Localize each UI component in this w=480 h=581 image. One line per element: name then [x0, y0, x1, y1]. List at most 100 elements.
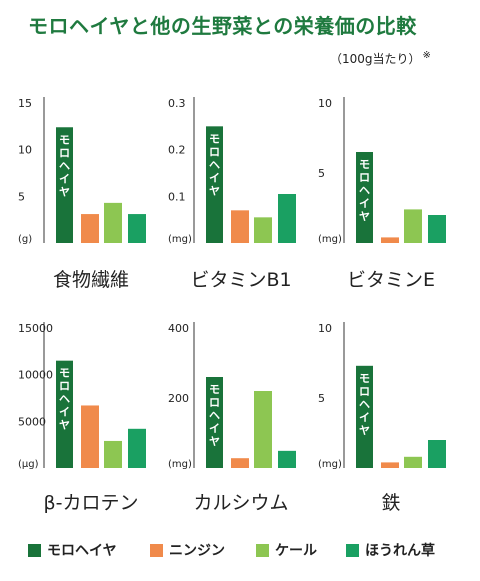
legend-item-kale: ケール — [256, 540, 317, 560]
bar-label-char: ロ — [59, 146, 70, 159]
unit-label: (g) — [18, 234, 32, 245]
bar-moroheiya — [206, 377, 223, 468]
bar-label-char: ヘ — [59, 159, 70, 172]
unit-label: (mg) — [168, 459, 192, 470]
bar-kale — [404, 456, 422, 468]
bar-chart-3: 10 5 (mg) モロヘイヤ — [318, 97, 446, 245]
chart-title-5: カルシウム — [193, 492, 289, 514]
bar-ninjin — [231, 458, 249, 468]
bar-ninjin — [81, 405, 99, 468]
bar-ninjin — [381, 462, 399, 468]
bar-moroheiya — [206, 126, 223, 243]
chart-title-3: ビタミンE — [346, 269, 435, 291]
bar-label-char: イ — [359, 411, 370, 424]
y-tick-label: 5000 — [18, 415, 46, 428]
legend-label-ninjin: ニンジン — [169, 543, 225, 559]
note-mark: ※ — [422, 50, 431, 61]
y-tick-label: 10 — [318, 97, 332, 110]
bar-label-char: ヘ — [359, 398, 370, 411]
bar-moroheiya — [356, 152, 373, 243]
bar-ninjin — [81, 214, 99, 243]
legend-item-moroheiya: モロヘイヤ — [28, 540, 117, 560]
y-tick-label: 200 — [168, 392, 189, 405]
bar-chart-4: 15000 10000 5000 (μg) モロヘイヤ — [18, 322, 146, 470]
bar-kale — [104, 440, 122, 468]
chart-title-6: 鉄 — [381, 492, 401, 514]
bar-label-char: モ — [59, 133, 70, 146]
chart-title-1: 食物繊維 — [52, 269, 129, 291]
bar-chart-2: 0.3 0.2 0.1 (mg) モロヘイヤ — [168, 97, 296, 245]
page-title: モロヘイヤと他の生野菜との栄養価の比較 — [28, 14, 417, 38]
bar-label-char: ヤ — [59, 185, 70, 198]
y-tick-label: 15000 — [18, 322, 53, 335]
y-tick-label: 0.3 — [168, 97, 186, 110]
bar-horenso — [128, 428, 146, 468]
bar-chart-5: 400 200 (mg) モロヘイヤ — [168, 322, 296, 470]
y-tick-label: 15 — [18, 97, 32, 110]
legend-label-moroheiya: モロヘイヤ — [47, 543, 117, 559]
bar-label-char: イ — [359, 197, 370, 210]
bar-label-char: ロ — [209, 396, 220, 409]
legend-swatch-kale — [256, 543, 269, 557]
bar-kale — [404, 209, 422, 243]
legend-item-horenso: ほうれん草 — [346, 540, 435, 560]
bar-moroheiya — [56, 360, 73, 468]
bar-label-char: ヤ — [359, 210, 370, 223]
y-tick-label: 0.1 — [168, 190, 186, 203]
per-100g-note: （100g当たり） ※ — [330, 50, 431, 67]
bar-horenso — [278, 194, 296, 243]
unit-label: (μg) — [18, 459, 39, 470]
bar-label-char: ヤ — [359, 424, 370, 437]
bar-label-char: ロ — [359, 171, 370, 184]
bar-ninjin — [231, 210, 249, 243]
bar-label-char: モ — [359, 372, 370, 385]
y-tick-label: 5 — [318, 392, 325, 405]
legend-label-horenso: ほうれん草 — [365, 543, 435, 559]
legend-label-kale: ケール — [275, 543, 317, 559]
bar-label-char: モ — [209, 383, 220, 396]
bar-label-char: ヤ — [59, 419, 70, 432]
bar-ninjin — [381, 237, 399, 243]
legend-item-ninjin: ニンジン — [150, 540, 225, 560]
bar-horenso — [428, 440, 446, 468]
y-tick-label: 10 — [18, 144, 32, 157]
bar-kale — [254, 217, 272, 243]
bar-label-char: モ — [359, 158, 370, 171]
bar-label-char: ヤ — [209, 184, 220, 197]
unit-label: (mg) — [168, 234, 192, 245]
bar-label-char: ロ — [59, 380, 70, 393]
bar-label-char: モ — [209, 132, 220, 145]
y-tick-label: 10 — [318, 322, 332, 335]
unit-label: (mg) — [318, 459, 342, 470]
bar-label-char: イ — [209, 422, 220, 435]
bar-label-char: ヘ — [209, 158, 220, 171]
bar-kale — [104, 202, 122, 243]
bar-chart-1: 15 10 5 (g) モロヘイヤ — [18, 97, 146, 245]
bar-label-char: イ — [59, 172, 70, 185]
bar-label-char: ロ — [359, 385, 370, 398]
y-tick-label: 5 — [18, 190, 25, 203]
bar-label-char: ヤ — [209, 435, 220, 448]
legend-swatch-moroheiya — [28, 543, 41, 557]
bar-label-char: モ — [59, 367, 70, 380]
chart-title-4: β-カロテン — [43, 492, 139, 514]
y-tick-label: 10000 — [18, 369, 53, 382]
bar-moroheiya — [356, 365, 373, 468]
legend-swatch-ninjin — [150, 543, 163, 557]
bar-kale — [254, 391, 272, 468]
y-tick-label: 5 — [318, 167, 325, 180]
bar-label-char: ロ — [209, 145, 220, 158]
y-tick-label: 400 — [168, 322, 189, 335]
y-tick-label: 0.2 — [168, 144, 186, 157]
bar-chart-6: 10 5 (mg) モロヘイヤ — [318, 322, 446, 470]
note-text: （100g当たり） — [330, 52, 421, 66]
bar-label-char: イ — [59, 406, 70, 419]
unit-label: (mg) — [318, 234, 342, 245]
bar-label-char: イ — [209, 171, 220, 184]
legend-swatch-horenso — [346, 543, 359, 557]
bar-moroheiya — [56, 127, 73, 243]
bar-label-char: ヘ — [359, 184, 370, 197]
legend: モロヘイヤ ニンジン ケール ほうれん草 — [14, 540, 474, 560]
bar-horenso — [428, 215, 446, 243]
bar-label-char: ヘ — [59, 393, 70, 406]
